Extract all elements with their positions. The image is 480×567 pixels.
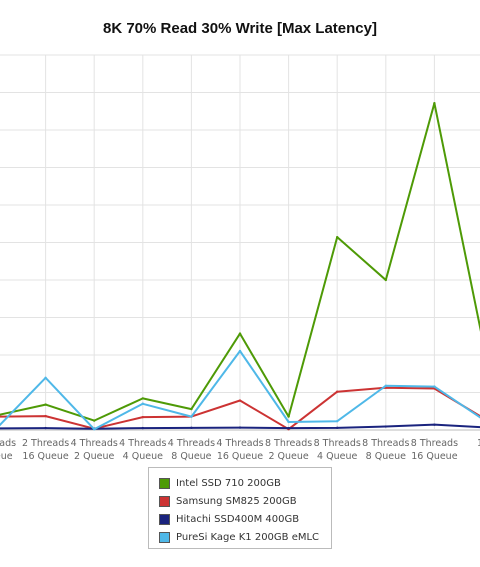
x-tick-label: 4 Threads	[71, 438, 118, 449]
data-point	[238, 399, 242, 402]
data-point	[141, 397, 144, 400]
legend-item: Intel SSD 710 200GB	[159, 474, 331, 492]
x-tick-label: 2 Threads	[22, 438, 69, 449]
data-point	[384, 384, 387, 388]
x-tick-label: 8 Threads	[314, 438, 361, 449]
x-tick-label: Queue	[0, 451, 13, 462]
x-tick-label: 8 Threads	[265, 438, 312, 449]
x-tick-label: 4 Threads	[168, 438, 215, 449]
legend-swatch	[159, 495, 170, 507]
data-point	[141, 426, 144, 430]
x-tick-label: 16 Queue	[22, 451, 68, 462]
legend-swatch	[159, 513, 170, 525]
data-point	[336, 419, 339, 423]
data-point	[238, 426, 242, 429]
data-point	[238, 332, 242, 335]
x-tick-label: Threads	[0, 438, 16, 449]
x-tick-label: 8 Threads	[362, 438, 409, 449]
data-point	[93, 427, 96, 431]
x-tick-label: 4 Threads	[119, 438, 166, 449]
x-tick-label: 8 Queue	[366, 451, 406, 462]
data-point	[384, 278, 387, 282]
data-point	[384, 425, 387, 428]
data-point	[44, 414, 47, 418]
x-tick-label: 8 Threads	[411, 438, 458, 449]
data-point	[433, 423, 436, 426]
data-point	[190, 426, 193, 430]
x-tick-label: 2 Queue	[268, 451, 308, 462]
data-point	[336, 390, 339, 393]
data-point	[44, 426, 47, 430]
data-point	[287, 415, 290, 418]
x-tick-label: 4 Queue	[123, 451, 163, 462]
data-point	[44, 376, 47, 379]
grid-layer	[0, 54, 480, 431]
legend: Intel SSD 710 200GB Samsung SM825 200GB Hi…	[148, 467, 332, 549]
x-tick-label: 4 Threads	[216, 438, 263, 449]
data-point	[287, 426, 290, 430]
chart-title: 8K 70% Read 30% Write [Max Latency]	[103, 20, 377, 37]
x-tick-label: 4 Queue	[317, 451, 357, 462]
legend-item: PureSi Kage K1 200GB eMLC	[159, 528, 331, 546]
data-point	[433, 385, 436, 388]
data-point	[190, 415, 193, 418]
data-point	[190, 407, 193, 411]
legend-swatch	[159, 477, 170, 489]
series-layer	[0, 102, 480, 431]
legend-label: Hitachi SSD400M 400GB	[176, 513, 300, 525]
legend-label: PureSi Kage K1 200GB eMLC	[176, 531, 320, 543]
data-point	[141, 402, 144, 405]
x-tick-label: 8 Queue	[171, 451, 211, 462]
legend-item: Hitachi SSD400M 400GB	[159, 510, 331, 528]
data-point	[141, 415, 144, 419]
data-point	[93, 419, 96, 422]
data-point	[238, 349, 242, 353]
legend-swatch	[159, 531, 170, 543]
x-tick-label: 16	[477, 438, 480, 449]
legend-label: Samsung SM825 200GB	[176, 495, 297, 507]
data-point	[433, 102, 436, 105]
data-point	[287, 420, 290, 424]
x-tick-label: 2 Queue	[74, 451, 114, 462]
data-point	[336, 235, 339, 239]
x-tick-label: 16 Queue	[411, 451, 457, 462]
data-point	[336, 426, 339, 430]
legend-label: Intel SSD 710 200GB	[176, 477, 281, 489]
x-tick-label: 16 Queue	[217, 451, 263, 462]
legend-item: Samsung SM825 200GB	[159, 492, 331, 510]
data-point	[44, 403, 47, 406]
